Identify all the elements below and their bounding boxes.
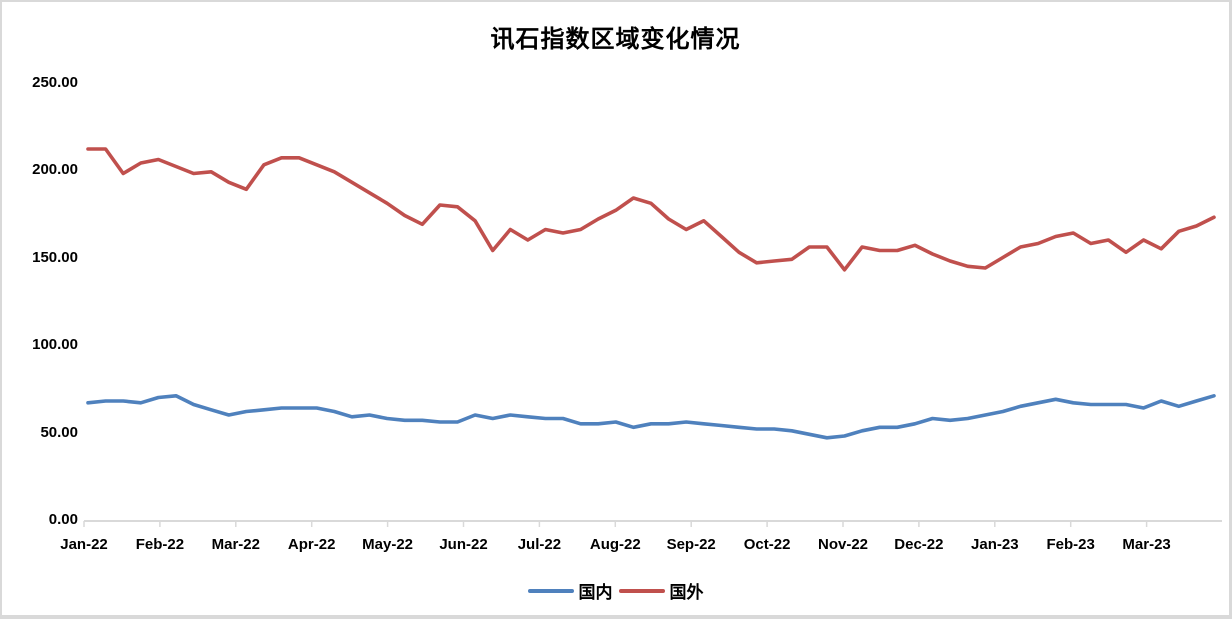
legend-line-sample-domestic xyxy=(527,588,574,593)
x-axis-label: Mar-22 xyxy=(211,536,260,553)
legend: 国内 国外 xyxy=(2,578,1229,603)
legend-item-domestic: 国内 xyxy=(527,578,613,603)
x-axis-label: Sep-22 xyxy=(666,536,716,553)
series-line-国外 xyxy=(86,147,1216,272)
x-axis-label: Jan-23 xyxy=(971,536,1019,553)
series-line-国内 xyxy=(86,393,1216,440)
chart-title: 讯石指数区域变化情况 xyxy=(490,24,741,53)
x-axis-label: Dec-22 xyxy=(894,536,944,553)
y-axis-label: 100.00 xyxy=(32,336,78,353)
x-axis-label: Nov-22 xyxy=(817,536,869,553)
y-axis-label: 0.00 xyxy=(48,511,78,528)
x-axis-label: May-22 xyxy=(362,536,414,553)
x-axis-label: Jul-22 xyxy=(517,536,562,553)
y-axis-label: 50.00 xyxy=(40,423,78,441)
x-axis-label: Jun-22 xyxy=(439,536,488,553)
x-axis-label: Mar-23 xyxy=(1122,536,1171,553)
x-axis-label: Feb-23 xyxy=(1046,536,1095,553)
legend-label-domestic: 国内 xyxy=(578,583,613,602)
legend-label-foreign: 国外 xyxy=(669,583,704,602)
y-axis-label: 150.00 xyxy=(32,248,78,266)
x-axis-label: Apr-22 xyxy=(287,536,336,553)
x-axis-label: Aug-22 xyxy=(589,536,641,553)
x-axis-label: Feb-22 xyxy=(135,536,185,553)
x-axis-label: Oct-22 xyxy=(743,536,791,553)
y-axis-label: 250.00 xyxy=(32,73,78,91)
legend-item-foreign: 国外 xyxy=(618,578,704,603)
y-axis-label: 200.00 xyxy=(32,161,78,178)
legend-line-sample-foreign xyxy=(618,588,665,593)
x-axis-label: Jan-22 xyxy=(60,536,108,553)
